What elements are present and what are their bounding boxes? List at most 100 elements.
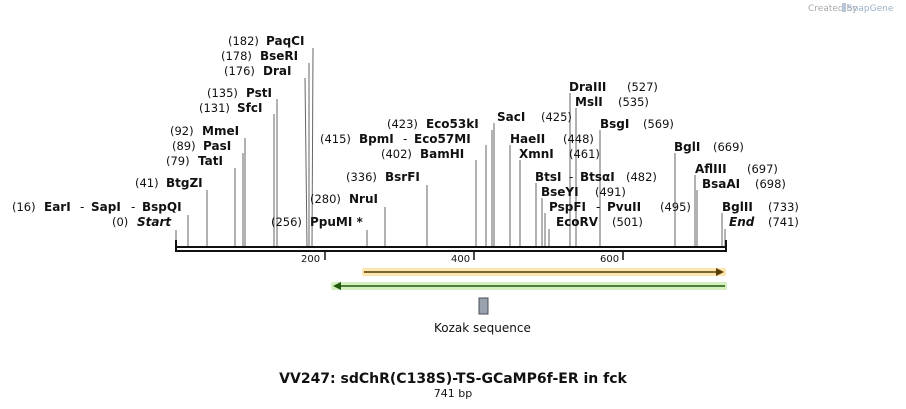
svg-text:BpmI: BpmI xyxy=(359,132,394,146)
tick-400: 400 xyxy=(451,254,470,265)
site-bpmI-group: (415) BpmI - Eco57MI xyxy=(320,132,471,146)
svg-text:NruI: NruI xyxy=(349,192,378,206)
svg-text:BtsαI: BtsαI xyxy=(580,170,615,184)
svg-text:(741): (741) xyxy=(768,215,799,229)
svg-text:(336): (336) xyxy=(346,170,377,184)
svg-text:(16): (16) xyxy=(12,200,36,214)
map-length: 741 bp xyxy=(434,387,472,400)
svg-text:Eco57MI: Eco57MI xyxy=(414,132,471,146)
site-pstI: (135) PstI xyxy=(207,86,272,100)
svg-text:BseYI: BseYI xyxy=(541,185,579,199)
svg-text:BtsI: BtsI xyxy=(535,170,562,184)
tick-600: 600 xyxy=(600,254,619,265)
svg-text:(182): (182) xyxy=(228,34,259,48)
svg-text:BsgI: BsgI xyxy=(600,117,629,131)
svg-text:(415): (415) xyxy=(320,132,351,146)
site-pspFI-group: PspFI - PvuII (495) xyxy=(549,200,691,214)
site-mslI: MslI (535) xyxy=(575,95,649,109)
site-nruI: (280) NruI xyxy=(310,192,378,206)
svg-text:BglI: BglI xyxy=(674,140,700,154)
site-sfcI: (131) SfcI xyxy=(199,101,262,115)
svg-text:(495): (495) xyxy=(660,200,691,214)
feature-kozak[interactable]: Kozak sequence xyxy=(434,297,531,335)
svg-text:(733): (733) xyxy=(768,200,799,214)
svg-text:(176): (176) xyxy=(224,64,255,78)
svg-text:SfcI: SfcI xyxy=(237,101,262,115)
svg-text:MslI: MslI xyxy=(575,95,603,109)
site-eco53kI: (423) Eco53kI xyxy=(387,117,479,131)
svg-text:-: - xyxy=(80,200,84,214)
svg-text:EcoRV: EcoRV xyxy=(556,215,599,229)
svg-text:End: End xyxy=(729,215,755,229)
svg-text:PvuII: PvuII xyxy=(607,200,641,214)
site-btgZI: (41) BtgZI xyxy=(135,176,203,190)
svg-text:PasI: PasI xyxy=(203,139,231,153)
site-bsrFI: (336) BsrFI xyxy=(346,170,420,184)
site-xmnI: XmnI (461) xyxy=(519,147,600,161)
svg-text:(535): (535) xyxy=(618,95,649,109)
site-aflIII: AflIII (697) xyxy=(695,162,778,176)
site-ecoRV: EcoRV (501) xyxy=(556,215,643,229)
site-haeII: HaeII (448) xyxy=(510,132,594,146)
svg-text:(697): (697) xyxy=(747,162,778,176)
svg-text:(423): (423) xyxy=(387,117,418,131)
svg-text:PspFI: PspFI xyxy=(549,200,586,214)
svg-text:-: - xyxy=(596,200,600,214)
site-bsaAI: BsaAI (698) xyxy=(702,177,786,191)
feature-green-arrow[interactable] xyxy=(331,282,727,290)
feature-orange-arrow[interactable] xyxy=(362,268,726,276)
site-btsI-group: BtsI - BtsαI (482) xyxy=(535,170,657,184)
site-bglI: BglI (669) xyxy=(674,140,744,154)
svg-text:PpuMI *: PpuMI * xyxy=(310,215,364,229)
leader-lines xyxy=(175,47,726,247)
map-title: VV247: sdChR(C138S)-TS-GCaMP6f-ER in fck xyxy=(279,371,627,387)
svg-text:(256): (256) xyxy=(271,215,302,229)
site-tatI: (79) TatI xyxy=(166,154,223,168)
site-bseRI: (178) BseRI xyxy=(221,49,298,63)
svg-text:DraIII: DraIII xyxy=(569,80,606,94)
tick-200: 200 xyxy=(301,254,320,265)
svg-text:BsrFI: BsrFI xyxy=(385,170,420,184)
svg-text:(402): (402) xyxy=(381,147,412,161)
svg-text:(89): (89) xyxy=(172,139,196,153)
svg-text:MmeI: MmeI xyxy=(202,124,239,138)
svg-text:BglII: BglII xyxy=(722,200,753,214)
site-sacI: SacI (425) xyxy=(497,110,572,124)
svg-text:PstI: PstI xyxy=(246,86,272,100)
svg-text:AflIII: AflIII xyxy=(695,162,727,176)
svg-text:(482): (482) xyxy=(626,170,657,184)
svg-text:SapI: SapI xyxy=(91,200,121,214)
svg-text:BsaAI: BsaAI xyxy=(702,177,740,191)
site-earI-group: (16) EarI - SapI - BspQI xyxy=(12,200,182,214)
svg-text:BspQI: BspQI xyxy=(142,200,182,214)
svg-text:(135): (135) xyxy=(207,86,238,100)
site-bamHI: (402) BamHI xyxy=(381,147,464,161)
site-bglII: BglII (733) xyxy=(722,200,799,214)
svg-text:(527): (527) xyxy=(627,80,658,94)
svg-text:(425): (425) xyxy=(541,110,572,124)
svg-text:BseRI: BseRI xyxy=(260,49,298,63)
site-start: (0) Start xyxy=(112,215,172,229)
svg-text:Eco53kI: Eco53kI xyxy=(426,117,479,131)
svg-text:(461): (461) xyxy=(569,147,600,161)
svg-text:(79): (79) xyxy=(166,154,190,168)
svg-text:(92): (92) xyxy=(170,124,194,138)
site-draIII: DraIII (527) xyxy=(569,80,658,94)
svg-text:BamHI: BamHI xyxy=(420,147,464,161)
watermark-brand: SnapGene xyxy=(847,4,894,14)
site-bsgI: BsgI (569) xyxy=(600,117,674,131)
svg-text:(41): (41) xyxy=(135,176,159,190)
svg-text:SacI: SacI xyxy=(497,110,525,124)
svg-text:(131): (131) xyxy=(199,101,230,115)
svg-text:(448): (448) xyxy=(563,132,594,146)
svg-text:PaqCI: PaqCI xyxy=(266,34,304,48)
site-pasI: (89) PasI xyxy=(172,139,231,153)
svg-text:HaeII: HaeII xyxy=(510,132,545,146)
site-paqCI: (182) PaqCI xyxy=(228,34,304,48)
svg-text:TatI: TatI xyxy=(198,154,223,168)
svg-text:EarI: EarI xyxy=(44,200,71,214)
svg-text:(280): (280) xyxy=(310,192,341,206)
svg-text:DraI: DraI xyxy=(263,64,291,78)
site-bseYI: BseYI (491) xyxy=(541,185,626,199)
